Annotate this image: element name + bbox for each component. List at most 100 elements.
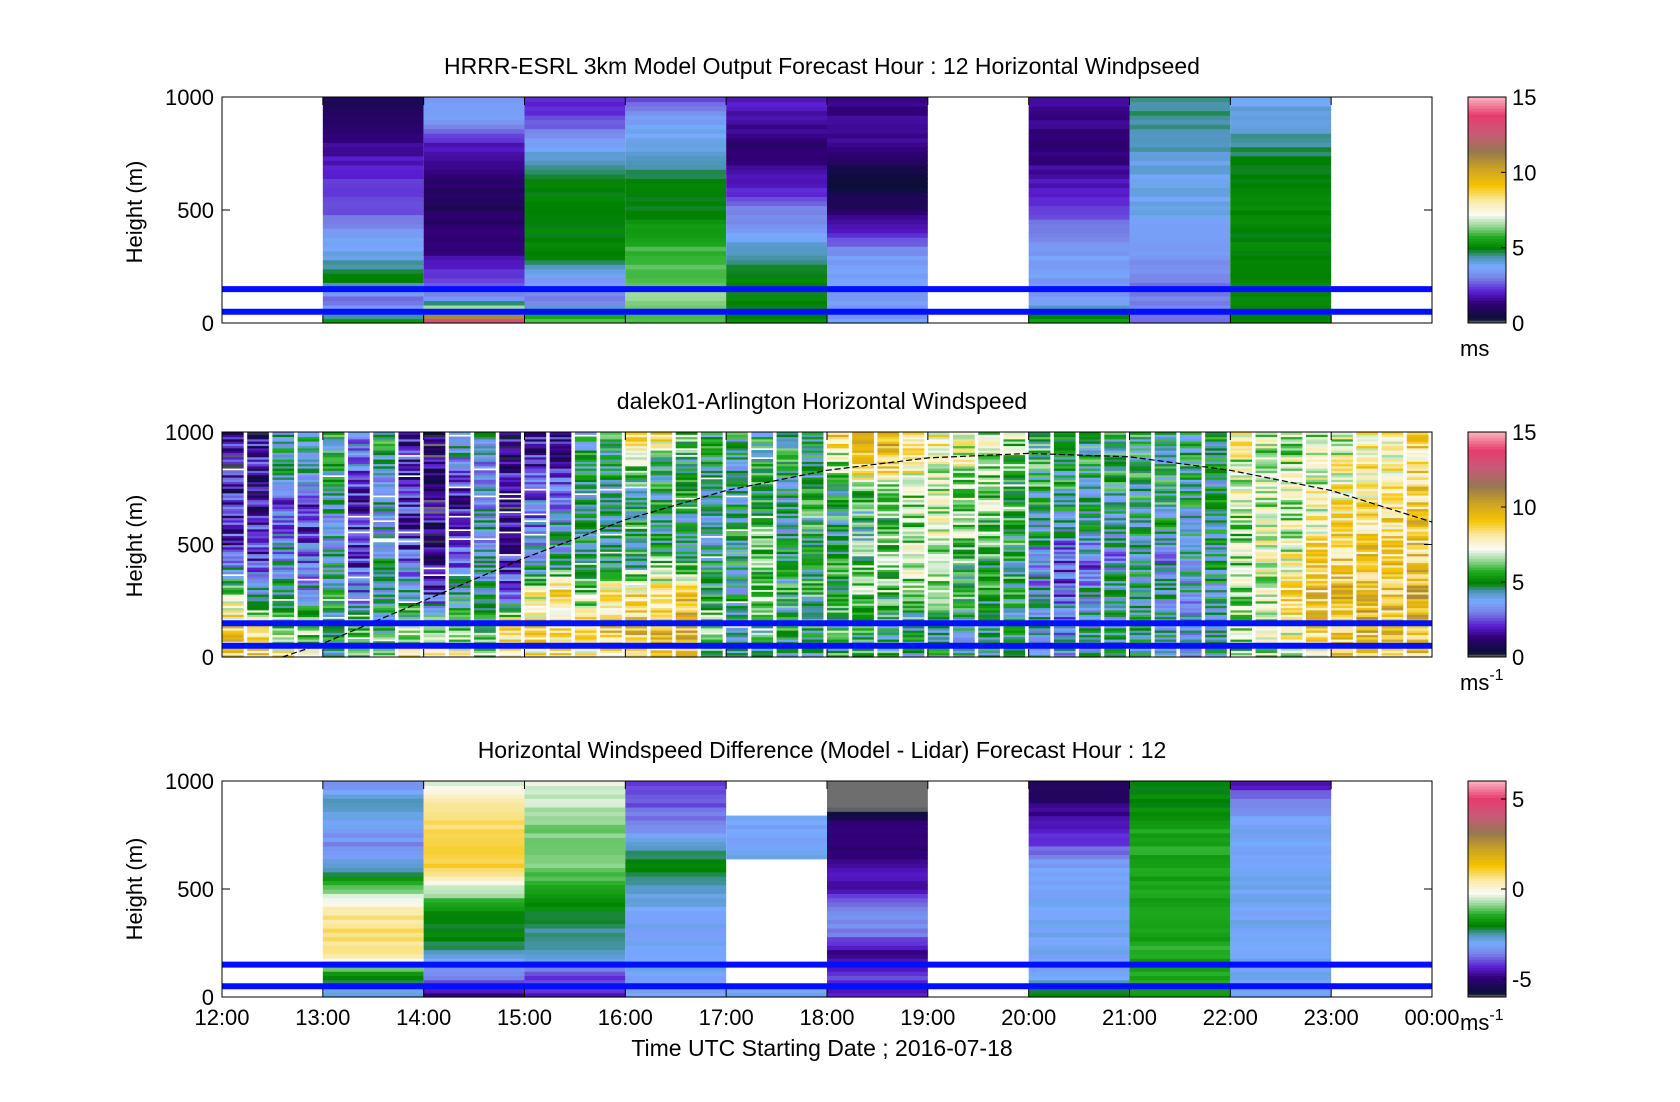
heatmap-cell [297,513,320,516]
heatmap-cell [423,142,525,148]
heatmap-cell [1053,447,1076,451]
heatmap-cell [1028,553,1051,557]
heatmap-cell [448,578,471,582]
heatmap-cell [927,603,950,606]
heatmap-cell [222,582,244,586]
heatmap-cell [1104,486,1126,489]
heatmap-cell [852,510,874,514]
heatmap-cell [524,169,626,175]
colorbar-segment [1468,190,1506,194]
heatmap-cell [448,472,471,476]
heatmap-cell [247,490,269,494]
heatmap-cell [448,517,471,521]
heatmap-cell [1205,490,1227,494]
heatmap-cell [827,223,928,229]
heatmap-cell [978,432,1000,435]
heatmap-cell [877,472,900,476]
heatmap-cell [1205,636,1227,640]
heatmap-cell [1230,268,1332,274]
heatmap-cell [1230,470,1253,474]
heatmap-cell [852,564,874,568]
heatmap-cell [1079,540,1101,543]
heatmap-cell [700,463,723,467]
heatmap-cell [1205,508,1227,512]
heatmap-cell [297,486,320,489]
heatmap-cell [474,562,496,566]
heatmap-cell [423,551,446,555]
heatmap-cell [322,110,424,116]
heatmap-cell [322,648,345,651]
heatmap-cell [877,641,900,645]
heatmap-cell [625,513,648,516]
heatmap-cell [322,445,345,449]
heatmap-cell [1230,639,1253,642]
heatmap-cell [1179,490,1202,494]
heatmap-cell [827,97,928,103]
heatmap-cell [1053,562,1076,566]
heatmap-cell [827,304,928,311]
heatmap-cell [953,528,975,532]
heatmap-cell [322,133,424,139]
heatmap-cell [1179,634,1202,638]
heatmap-cell [1079,517,1101,521]
heatmap-cell [423,160,525,166]
heatmap-cell [1179,477,1202,480]
heatmap-cell [1305,639,1328,642]
heatmap-cell [1255,562,1278,566]
heatmap-cell [524,443,547,447]
heatmap-cell [297,535,320,539]
heatmap-cell [1305,434,1328,438]
heatmap-cell [751,524,774,528]
heatmap-cell [1154,654,1177,658]
heatmap-cell [726,237,827,243]
heatmap-cell [978,578,1000,582]
heatmap-cell [1079,641,1101,645]
heatmap-cell [927,571,950,575]
heatmap-cell [1154,549,1177,552]
heatmap-cell [726,564,748,568]
heatmap-cell [1331,585,1353,588]
heatmap-cell [700,465,723,469]
heatmap-cell [322,609,345,613]
heatmap-cell [953,636,975,640]
heatmap-cell [726,549,748,552]
heatmap-cell [297,510,320,514]
heatmap-cell [1079,603,1101,606]
heatmap-cell [222,470,244,474]
heatmap-cell [423,569,446,573]
heatmap-cell [574,612,597,615]
heatmap-cell [1053,578,1076,582]
heatmap-cell [322,128,424,134]
heatmap-cell [1280,634,1303,638]
heatmap-cell [423,214,525,220]
heatmap-cell [650,603,673,606]
heatmap-cell [877,461,900,465]
heatmap-cell [524,589,547,593]
heatmap-cell [827,264,928,270]
heatmap-cell [474,627,496,631]
heatmap-cell [373,517,395,521]
heatmap-cell [776,535,799,539]
heatmap-cell [1053,654,1076,658]
heatmap-cell [222,627,244,631]
heatmap-column [574,432,597,658]
heatmap-cell [1179,497,1202,501]
heatmap-cell [423,524,446,528]
heatmap-cell [1230,544,1253,548]
heatmap-cell [549,492,572,496]
heatmap-cell [423,513,446,516]
heatmap-cell [272,524,295,528]
heatmap-cell [902,474,925,478]
heatmap-cell [1079,585,1101,588]
heatmap-cell [700,486,723,489]
heatmap-cell [1280,573,1303,577]
heatmap-cell [348,445,370,449]
heatmap-cell [222,609,244,613]
heatmap-cell [1230,101,1332,107]
heatmap-cell [700,630,723,633]
heatmap-cell [852,479,874,483]
heatmap-cell [322,481,345,485]
heatmap-cell [978,591,1000,595]
heatmap-cell [1255,495,1278,498]
heatmap-cell [499,636,521,640]
